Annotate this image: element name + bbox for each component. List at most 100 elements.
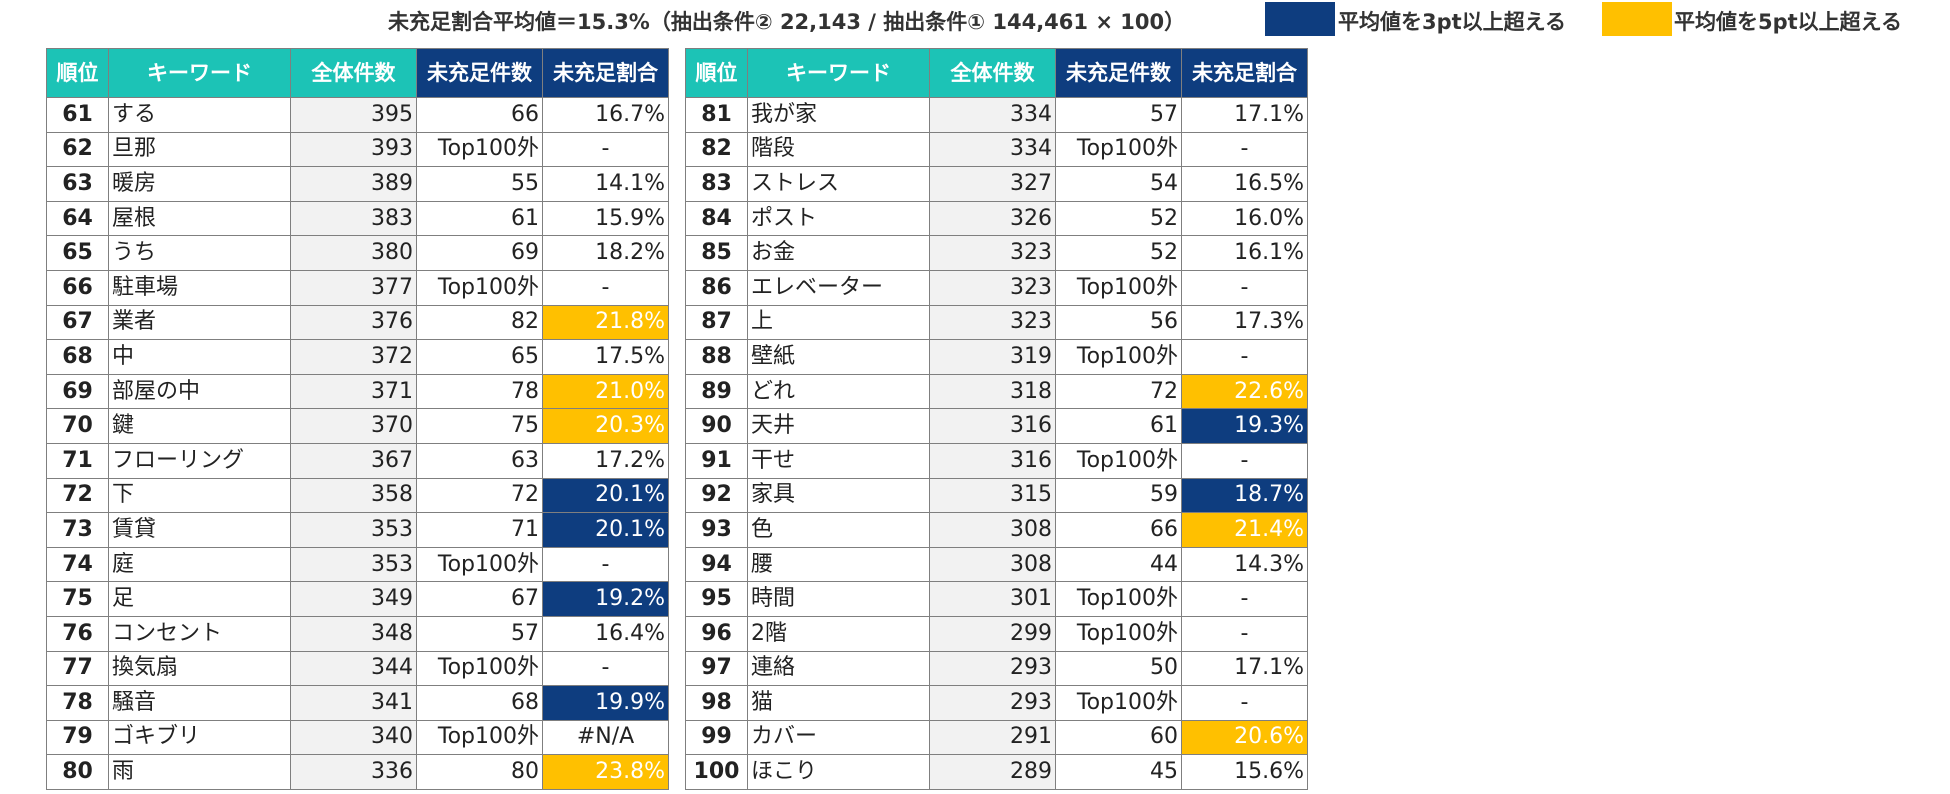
keyword-cell: 上 <box>747 304 930 341</box>
rank-cell: 69 <box>46 373 109 410</box>
unmet-count-cell: 82 <box>416 304 543 341</box>
unmet-rate-cell: 20.3% <box>542 408 669 444</box>
rank-cell: 81 <box>685 97 748 133</box>
unmet-rate-cell: 19.2% <box>542 581 669 617</box>
total-count-cell: 383 <box>290 200 417 237</box>
keyword-cell: 天井 <box>747 408 930 444</box>
unmet-count-cell: 63 <box>416 442 543 479</box>
total-count-cell: 319 <box>929 339 1056 375</box>
total-count-cell: 308 <box>929 512 1056 548</box>
unmet-rate-cell: - <box>1181 339 1308 375</box>
total-count-cell: 308 <box>929 546 1056 583</box>
unmet-rate-cell: 18.7% <box>1181 477 1308 514</box>
keyword-cell: する <box>108 97 291 133</box>
rank-cell: 62 <box>46 131 109 168</box>
unmet-count-cell: 78 <box>416 373 543 410</box>
rank-cell: 75 <box>46 581 109 617</box>
unmet-count-cell: 56 <box>1055 304 1182 341</box>
keyword-cell: カバー <box>747 719 930 756</box>
rank-cell: 94 <box>685 546 748 583</box>
unmet-rate-cell: 14.3% <box>1181 546 1308 583</box>
total-count-cell: 289 <box>929 754 1056 790</box>
unmet-count-cell: Top100外 <box>416 650 543 687</box>
table-row: 65 うち 380 69 18.2% <box>46 235 669 271</box>
table-row: 89 どれ 318 72 22.6% <box>685 373 1308 410</box>
total-count-cell: 372 <box>290 339 417 375</box>
col-header-rate: 未充足割合 <box>542 48 669 98</box>
table-row: 77 換気扇 344 Top100外 - <box>46 650 669 687</box>
unmet-count-cell: 61 <box>416 200 543 237</box>
average-note: 未充足割合平均値＝15.3%（抽出条件② 22,143 / 抽出条件① 144,… <box>388 10 1186 34</box>
table-row: 86 エレベーター 323 Top100外 - <box>685 269 1308 306</box>
total-count-cell: 349 <box>290 581 417 617</box>
unmet-count-cell: Top100外 <box>1055 442 1182 479</box>
total-count-cell: 358 <box>290 477 417 514</box>
unmet-count-cell: 55 <box>416 166 543 202</box>
total-count-cell: 323 <box>929 304 1056 341</box>
unmet-count-cell: Top100外 <box>416 131 543 168</box>
keyword-cell: 騒音 <box>108 685 291 721</box>
total-count-cell: 301 <box>929 581 1056 617</box>
table-row: 75 足 349 67 19.2% <box>46 581 669 617</box>
unmet-rate-cell: 16.0% <box>1181 200 1308 237</box>
table-row: 64 屋根 383 61 15.9% <box>46 200 669 237</box>
table-row: 84 ポスト 326 52 16.0% <box>685 200 1308 237</box>
unmet-rate-cell: 16.7% <box>542 97 669 133</box>
total-count-cell: 299 <box>929 615 1056 652</box>
legend-swatch-5pt <box>1602 2 1672 36</box>
rank-cell: 90 <box>685 408 748 444</box>
total-count-cell: 389 <box>290 166 417 202</box>
rank-cell: 79 <box>46 719 109 756</box>
total-count-cell: 348 <box>290 615 417 652</box>
rank-cell: 80 <box>46 754 109 790</box>
total-count-cell: 393 <box>290 131 417 168</box>
unmet-count-cell: 66 <box>416 97 543 133</box>
unmet-count-cell: 75 <box>416 408 543 444</box>
unmet-count-cell: Top100外 <box>1055 269 1182 306</box>
unmet-rate-cell: 22.6% <box>1181 373 1308 410</box>
keyword-cell: 連絡 <box>747 650 930 687</box>
table-row: 61 する 395 66 16.7% <box>46 97 669 133</box>
unmet-count-cell: 65 <box>416 339 543 375</box>
keyword-cell: 暖房 <box>108 166 291 202</box>
total-count-cell: 344 <box>290 650 417 687</box>
total-count-cell: 291 <box>929 719 1056 756</box>
unmet-count-cell: Top100外 <box>416 546 543 583</box>
table-header-row: 順位 キーワード 全体件数 未充足件数 未充足割合 <box>46 48 669 98</box>
total-count-cell: 367 <box>290 442 417 479</box>
legend-label-5pt: 平均値を5pt以上超える <box>1674 10 1903 34</box>
unmet-count-cell: 67 <box>416 581 543 617</box>
table-row: 88 壁紙 319 Top100外 - <box>685 339 1308 375</box>
unmet-rate-cell: 16.5% <box>1181 166 1308 202</box>
unmet-rate-cell: 17.3% <box>1181 304 1308 341</box>
keyword-cell: 2階 <box>747 615 930 652</box>
table-row: 66 駐車場 377 Top100外 - <box>46 269 669 306</box>
rank-cell: 70 <box>46 408 109 444</box>
unmet-rate-cell: - <box>1181 615 1308 652</box>
keyword-cell: 時間 <box>747 581 930 617</box>
keyword-cell: 中 <box>108 339 291 375</box>
table-row: 93 色 308 66 21.4% <box>685 512 1308 548</box>
rank-cell: 92 <box>685 477 748 514</box>
rank-cell: 97 <box>685 650 748 687</box>
unmet-rate-cell: 21.4% <box>1181 512 1308 548</box>
keyword-cell: ほこり <box>747 754 930 790</box>
rank-cell: 85 <box>685 235 748 271</box>
total-count-cell: 316 <box>929 442 1056 479</box>
total-count-cell: 327 <box>929 166 1056 202</box>
unmet-count-cell: 57 <box>416 615 543 652</box>
unmet-count-cell: 44 <box>1055 546 1182 583</box>
unmet-rate-cell: - <box>542 269 669 306</box>
unmet-rate-cell: 15.9% <box>542 200 669 237</box>
unmet-rate-cell: - <box>1181 269 1308 306</box>
total-count-cell: 353 <box>290 512 417 548</box>
unmet-count-cell: 61 <box>1055 408 1182 444</box>
keyword-cell: 壁紙 <box>747 339 930 375</box>
rank-cell: 61 <box>46 97 109 133</box>
table-row: 85 お金 323 52 16.1% <box>685 235 1308 271</box>
unmet-rate-cell: 18.2% <box>542 235 669 271</box>
unmet-count-cell: 52 <box>1055 235 1182 271</box>
rank-cell: 96 <box>685 615 748 652</box>
rank-cell: 66 <box>46 269 109 306</box>
keyword-cell: 庭 <box>108 546 291 583</box>
